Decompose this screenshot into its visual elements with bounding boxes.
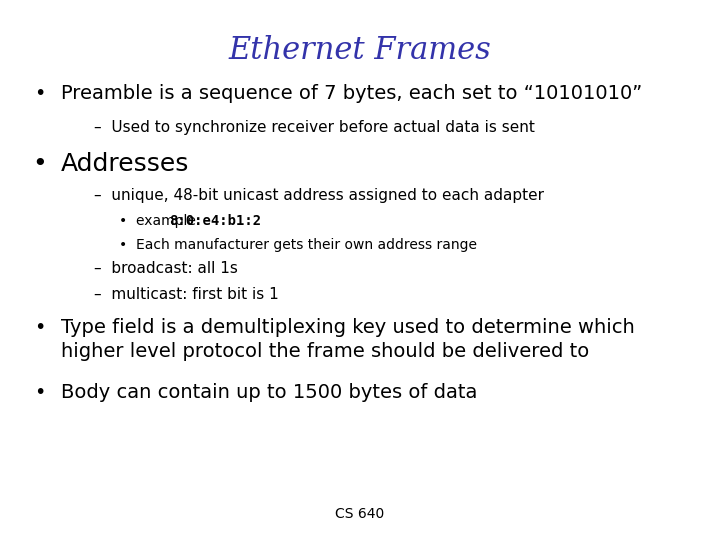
Text: •: • (34, 84, 45, 103)
Text: •  example:: • example: (119, 214, 204, 228)
Text: Type field is a demultiplexing key used to determine which
higher level protocol: Type field is a demultiplexing key used … (61, 318, 635, 361)
Text: CS 640: CS 640 (336, 507, 384, 521)
Text: –  unique, 48-bit unicast address assigned to each adapter: – unique, 48-bit unicast address assigne… (94, 188, 544, 204)
Text: –  Used to synchronize receiver before actual data is sent: – Used to synchronize receiver before ac… (94, 120, 534, 136)
Text: Ethernet Frames: Ethernet Frames (229, 35, 491, 66)
Text: Addresses: Addresses (61, 152, 189, 176)
Text: •: • (32, 152, 47, 176)
Text: •  Each manufacturer gets their own address range: • Each manufacturer gets their own addre… (119, 238, 477, 252)
Text: –  multicast: first bit is 1: – multicast: first bit is 1 (94, 287, 279, 302)
Text: Body can contain up to 1500 bytes of data: Body can contain up to 1500 bytes of dat… (61, 383, 477, 402)
Text: 8:0:e4:b1:2: 8:0:e4:b1:2 (169, 214, 261, 228)
Text: •: • (34, 318, 45, 337)
Text: Preamble is a sequence of 7 bytes, each set to “10101010”: Preamble is a sequence of 7 bytes, each … (61, 84, 642, 103)
Text: –  broadcast: all 1s: – broadcast: all 1s (94, 261, 238, 276)
Text: •: • (34, 383, 45, 402)
